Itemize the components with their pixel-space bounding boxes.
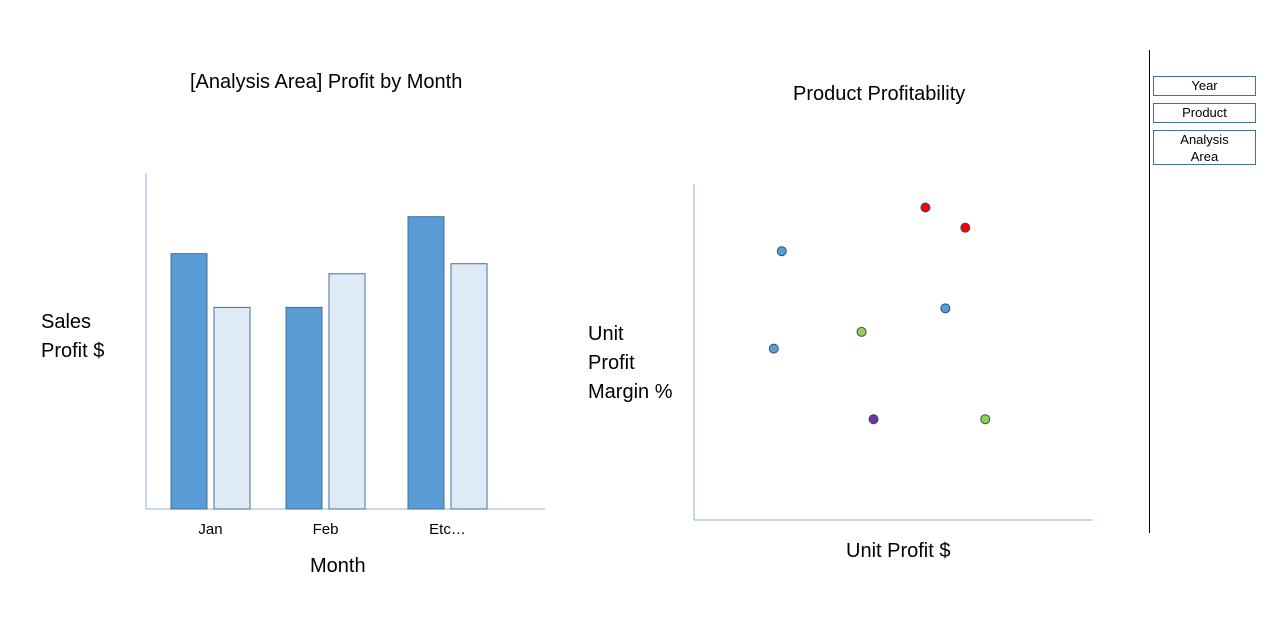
bar-3-series-2 [450,263,488,510]
analysis-area-label-line1: Analysis [1180,132,1229,147]
bar-chart-x-tick-label: Etc… [429,521,466,538]
bar-3-series-1 [407,216,445,510]
year-filter-button[interactable]: Year [1153,76,1256,96]
bar-chart-y-axis-label: Sales Profit $ [41,311,105,362]
analysis-area-label-line2: Area [1190,149,1219,164]
scatter-point-4 [940,303,951,314]
bar-chart-title: [Analysis Area] Profit by Month [190,71,463,93]
analysis-area-filter-button[interactable]: Analysis Area [1153,130,1256,165]
scatter-chart-title: Product Profitability [793,83,966,105]
scatter-point-3 [776,246,787,257]
bar-2-series-1 [285,306,323,510]
bar-1-series-1 [170,253,208,510]
scatter-point-5 [856,326,867,337]
filter-panel: Year Product Analysis Area [1153,76,1256,172]
scatter-chart-x-axis-label: Unit Profit $ [846,540,951,562]
bar-chart-x-axis-label: Month [310,555,366,577]
bar-2-series-2 [328,273,366,510]
product-filter-button[interactable]: Product [1153,103,1256,123]
bar-1-series-2 [213,306,251,510]
scatter-point-6 [768,343,779,354]
panel-divider [1149,50,1150,533]
scatter-chart-y-axis-label: Unit Profit Margin % [588,323,673,403]
scatter-point-2 [960,222,971,233]
scatter-point-1 [920,202,931,213]
bar-chart-x-tick-label: Jan [198,521,222,538]
bar-chart-x-tick-label: Feb [313,521,339,538]
scatter-point-8 [980,414,991,425]
scatter-point-7 [868,414,879,425]
